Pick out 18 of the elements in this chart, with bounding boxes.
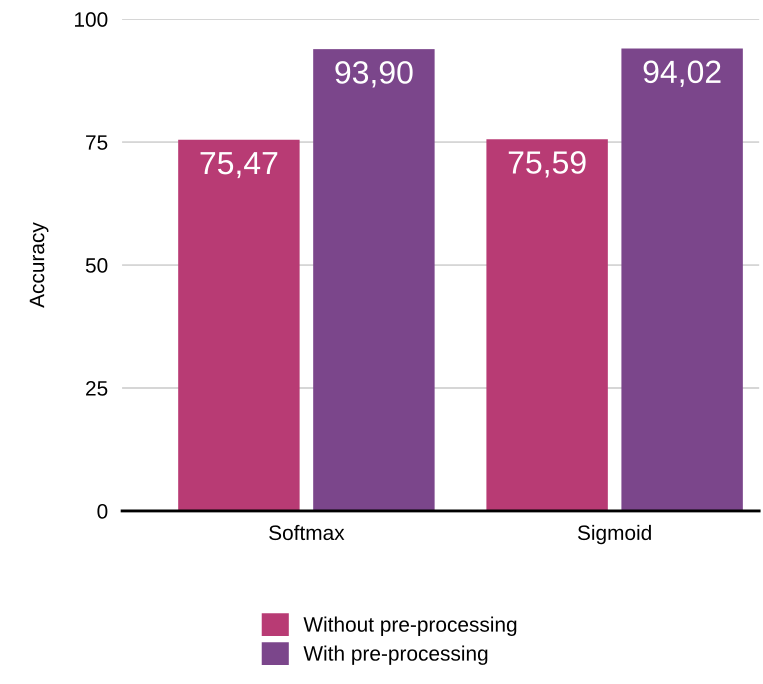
y-tick-label: 50	[86, 258, 108, 273]
y-tick-label: 0	[97, 504, 108, 519]
bar	[178, 140, 300, 511]
data-label: 75,59	[508, 151, 586, 178]
x-tick-label: Softmax	[269, 524, 344, 540]
y-tick-label: 100	[75, 12, 108, 27]
legend-label: Without pre-processing	[303, 616, 516, 636]
x-tick-label: Sigmoid	[578, 524, 651, 544]
y-tick-label: 25	[86, 381, 108, 396]
legend-label: With pre-processing	[303, 645, 488, 665]
bar	[486, 139, 608, 511]
data-label: 75,47	[200, 152, 278, 178]
y-tick-label: 75	[86, 135, 108, 150]
data-label: 94,02	[644, 60, 720, 87]
bar	[621, 48, 743, 511]
y-axis-title: Accuracy	[30, 222, 48, 308]
data-label: 93,90	[335, 61, 413, 88]
bar	[313, 49, 435, 511]
